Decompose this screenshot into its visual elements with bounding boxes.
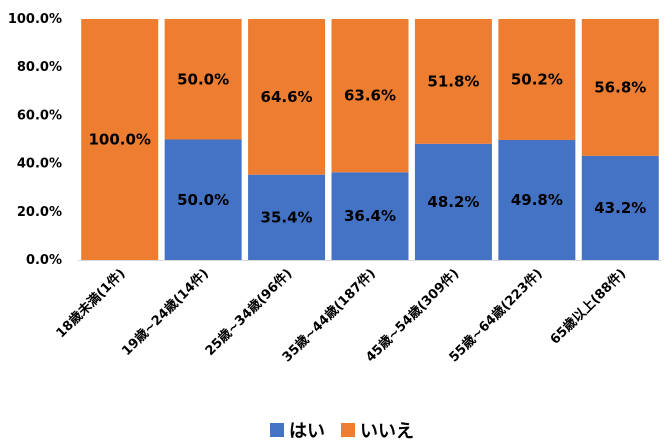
bar-segment-no [498,19,576,140]
bar-segment-yes [414,143,492,260]
bar-segment-yes [164,139,242,260]
x-tick-label: 55歳~64歳(223件) [446,266,546,366]
data-label: 56.8% [594,78,646,96]
x-tick-label: 18歳未満(1件) [53,266,129,342]
data-label: 50.2% [511,70,563,88]
legend-label: いいえ [360,421,414,442]
bar-segment-yes [331,172,409,260]
bar-segment-yes [498,139,576,260]
bar-segment-yes [248,174,326,260]
data-label: 50.0% [177,191,229,209]
data-label: 64.6% [261,88,313,106]
y-tick-label: 80.0% [17,60,62,75]
x-tick-label: 19歳~24歳(14件) [119,266,212,359]
bar-segment-yes [581,155,659,260]
y-axis: 0.0% 20.0% 40.0% 60.0% 80.0% 100.0% [8,12,62,268]
bar-segment-no [581,19,659,156]
y-tick-label: 20.0% [17,205,62,220]
y-tick-label: 100.0% [8,12,62,27]
x-tick-label: 45歳~54歳(309件) [362,266,462,366]
data-label: 48.2% [427,193,479,211]
legend-swatch [341,423,355,437]
x-axis: 18歳未満(1件)19歳~24歳(14件)25歳~34歳(96件)35歳~44歳… [53,260,662,366]
data-labels: 100.0% 50.0% 50.0% 35.4% 64.6% 36.4% 63.6% 48.2… [88,70,646,226]
x-tick-label: 25歳~34歳(96件) [202,266,295,359]
bar-segment-no [248,19,326,175]
bar-segment-no [414,19,492,144]
data-label: 50.0% [177,70,229,88]
data-label: 49.8% [511,191,563,209]
x-tick-label: 35歳~44歳(187件) [279,266,379,366]
legend: はい いいえ [270,421,414,442]
bar-segment-no [164,19,242,140]
data-label: 63.6% [344,87,396,105]
y-tick-label: 0.0% [26,253,62,268]
data-label: 51.8% [427,72,479,90]
plot-area [81,19,659,260]
legend-swatch [270,423,284,437]
bar-segment-no [81,19,159,260]
y-tick-label: 60.0% [17,108,62,123]
y-tick-label: 40.0% [17,157,62,172]
bar-segment-no [331,19,409,173]
data-label: 100.0% [88,131,150,149]
data-label: 36.4% [344,207,396,225]
x-tick-label: 65歳以上(88件) [547,266,629,348]
data-label: 43.2% [594,199,646,217]
data-label: 35.4% [261,208,313,226]
legend-label: はい [289,421,325,442]
